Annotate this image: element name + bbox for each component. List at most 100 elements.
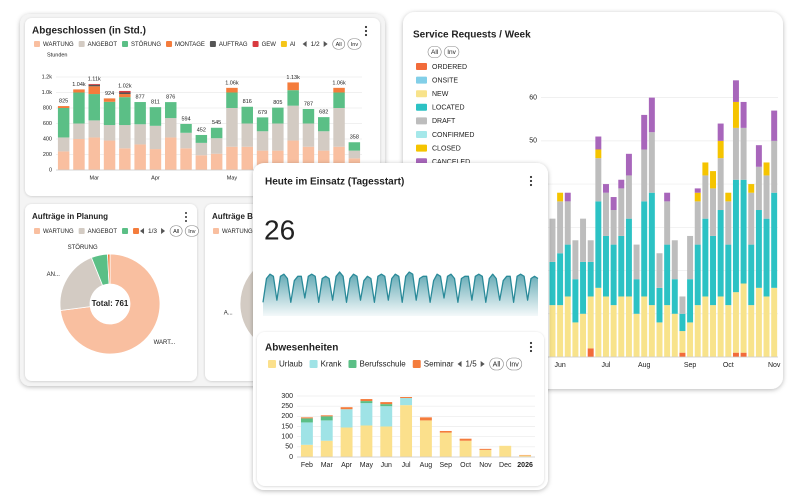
y-tick-label: 60: [529, 94, 537, 101]
legend-label: Krank: [321, 360, 343, 369]
x-tick-label: Oct: [723, 362, 734, 369]
bar-segment: [618, 188, 625, 236]
y-tick-label: 50: [285, 444, 293, 451]
bar-segment: [587, 348, 594, 357]
button[interactable]: [443, 45, 460, 59]
button[interactable]: [427, 45, 442, 59]
x-tick-label: Sep: [684, 362, 697, 369]
bar-segment: [57, 106, 70, 108]
bar-segment: [633, 313, 640, 357]
total-label: 787: [304, 101, 313, 107]
legend-label: MONTAGE: [175, 42, 205, 48]
y-tick-label: 150: [281, 423, 293, 430]
bar-segment: [648, 132, 655, 193]
legend-label: LOCATED: [432, 105, 465, 112]
menu-icon[interactable]: [529, 175, 533, 187]
bar-segment: [587, 240, 594, 262]
bar-segment: [348, 150, 361, 159]
bar-segment: [459, 440, 472, 457]
page-prev[interactable]: [302, 41, 307, 47]
bar-segment: [702, 218, 709, 297]
button[interactable]: [332, 38, 346, 50]
bar-segment: [679, 331, 686, 353]
card-title: Service Requests / Week: [413, 30, 531, 41]
button[interactable]: [506, 357, 523, 371]
bar-segment: [318, 150, 330, 170]
page-next[interactable]: [161, 228, 166, 234]
bar-segment: [710, 171, 716, 189]
bar-segment: [587, 296, 594, 349]
page-next[interactable]: [323, 41, 328, 47]
button-label[interactable]: Inv: [188, 229, 196, 235]
bar-segment: [580, 261, 587, 314]
bar-segment: [717, 210, 724, 297]
bar-segment: [300, 422, 313, 445]
bar-segment: [717, 158, 724, 211]
legend-label: WARTUNG: [43, 42, 74, 48]
bar-segment: [679, 352, 686, 357]
page-prev[interactable]: [140, 228, 145, 234]
bar-segment: [320, 420, 333, 441]
button-label[interactable]: All: [493, 361, 501, 368]
bar-segment: [725, 201, 732, 245]
button-label[interactable]: Inv: [351, 42, 359, 48]
x-tick-label: Jul: [602, 362, 611, 369]
x-tick-label: Aug: [420, 462, 433, 469]
legend-label: ORDERED: [432, 64, 467, 71]
bar-segment: [656, 287, 663, 323]
bar-segment: [633, 244, 640, 280]
bar-segment: [149, 149, 162, 170]
card-title: Abwesenheiten: [265, 343, 338, 354]
button-label[interactable]: All: [173, 229, 179, 235]
bar-segment: [625, 175, 632, 219]
bar-segment: [57, 108, 70, 138]
bar-segment: [755, 166, 762, 211]
bar-segment: [763, 218, 770, 297]
bar-segment: [149, 125, 162, 150]
button-label[interactable]: Inv: [509, 361, 519, 368]
bar-segment: [587, 261, 594, 297]
menu-icon[interactable]: [364, 25, 368, 37]
page-prev[interactable]: [457, 361, 462, 367]
sparkline: [262, 271, 539, 303]
bar-segment: [717, 123, 724, 141]
button-label[interactable]: Inv: [447, 49, 456, 56]
total-label: 1.04k: [72, 82, 86, 88]
bar-segment: [595, 201, 602, 288]
button[interactable]: [347, 38, 362, 50]
bar-segment: [618, 296, 625, 357]
y-tick-label: 0: [49, 167, 52, 173]
bar-segment: [302, 146, 315, 170]
card-title: Aufträge Ba: [212, 212, 258, 221]
bar-segment: [499, 445, 512, 457]
bar-segment: [419, 420, 432, 457]
total-label: 811: [151, 100, 160, 106]
bar-segment: [755, 287, 762, 357]
bar-segment: [302, 123, 315, 147]
bar-segment: [694, 305, 701, 357]
bar-segment: [748, 244, 755, 306]
legend-label: CLOSED: [432, 145, 461, 152]
bar-segment: [763, 296, 770, 357]
legend-swatch: [122, 228, 129, 234]
button[interactable]: [169, 225, 183, 237]
button-label[interactable]: All: [431, 49, 439, 56]
bar-segment: [519, 455, 532, 457]
x-tick-label: Aug: [638, 362, 651, 369]
menu-icon[interactable]: [529, 341, 533, 353]
menu-icon[interactable]: [185, 212, 187, 222]
bar-segment: [400, 397, 413, 399]
bar-segment: [740, 352, 747, 357]
legend-swatch: [133, 228, 140, 234]
total-label: 816: [243, 99, 252, 105]
bar-segment: [694, 201, 701, 245]
button[interactable]: [489, 357, 504, 371]
legend-swatch: [412, 360, 421, 368]
button-label[interactable]: All: [336, 42, 342, 48]
button[interactable]: [184, 225, 199, 237]
bar-segment: [320, 416, 333, 421]
page-next[interactable]: [480, 361, 485, 367]
legend-swatch: [348, 360, 357, 368]
bar-segment: [771, 140, 778, 193]
bar-segment: [333, 146, 345, 170]
